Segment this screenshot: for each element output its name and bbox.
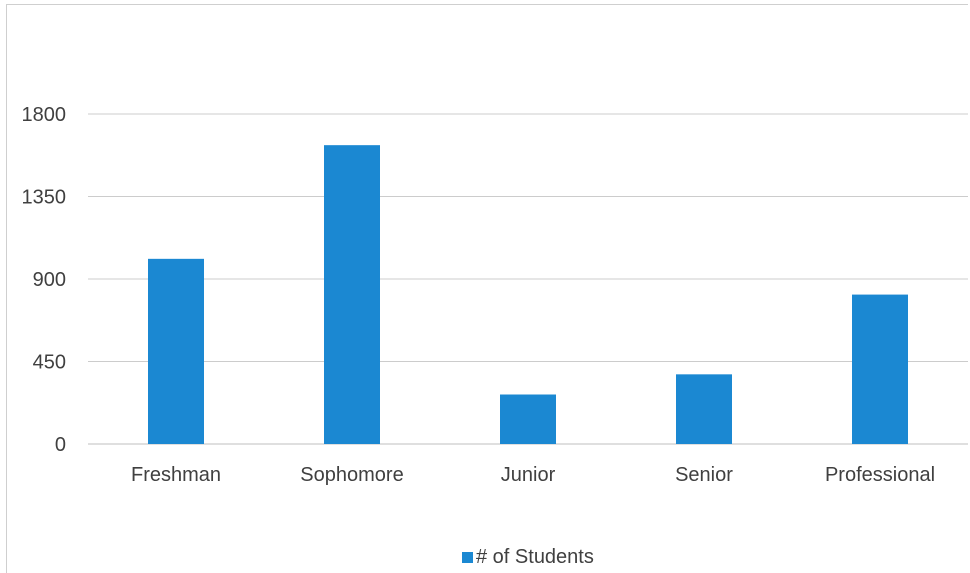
x-category-label: Freshman [131, 464, 221, 486]
bar-freshman [148, 258, 204, 444]
x-category-label: Senior [675, 464, 733, 486]
x-category-label: Professional [825, 464, 935, 486]
bar-senior [676, 374, 732, 444]
y-tick-label: 1350 [22, 187, 67, 209]
bar-professional [852, 294, 908, 444]
chart-frame [6, 4, 968, 573]
y-tick-label: 0 [55, 434, 66, 456]
x-category-label: Junior [501, 464, 556, 486]
legend: # of Students [462, 546, 594, 569]
legend-swatch [462, 552, 473, 563]
bar-junior [500, 394, 556, 444]
bars [148, 145, 908, 444]
x-category-label: Sophomore [300, 464, 403, 486]
y-tick-label: 450 [33, 352, 66, 374]
y-tick-label: 900 [33, 269, 66, 291]
legend-label: # of Students [476, 546, 594, 568]
y-tick-label: 1800 [22, 104, 67, 126]
bar-sophomore [324, 145, 380, 444]
y-axis-ticks: 0 450 900 1350 1800 [22, 104, 67, 456]
x-axis-categories: Freshman Sophomore Junior Senior Professiona… [131, 464, 935, 486]
